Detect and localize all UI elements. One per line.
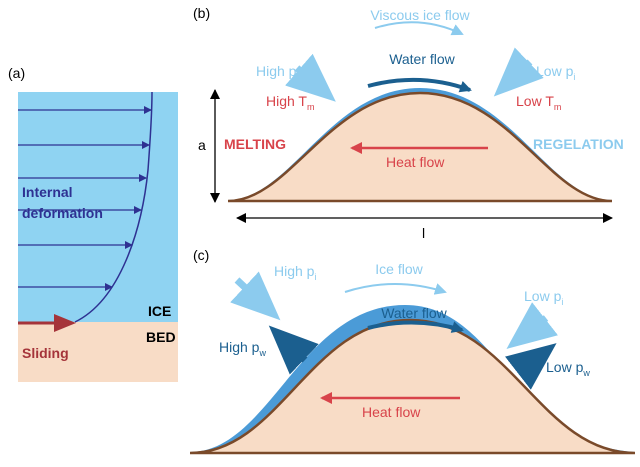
water-pressure-label: Low pw [546, 359, 590, 378]
pressure-label: Low pi [536, 63, 575, 82]
label-text: High T [266, 93, 307, 109]
label-sub: i [314, 272, 316, 282]
deformation-label: Internal [22, 184, 73, 200]
heat-flow-label: Heat flow [362, 404, 421, 420]
pressure-label: High pi [274, 263, 316, 282]
panel-label: (a) [8, 65, 25, 81]
ice-label: ICE [148, 303, 171, 319]
label-text: High p [219, 339, 260, 355]
panel-a: (a) Internal deformation ICE BED Sliding [8, 65, 178, 382]
water-pressure-label: High pw [219, 339, 266, 358]
ice-flow-arrow [345, 284, 445, 292]
label-sub: i [296, 72, 298, 82]
water-pressure-arrow [284, 340, 305, 360]
water-pressure-arrow [522, 356, 540, 370]
label-text: Low p [536, 63, 574, 79]
water-flow-label: Water flow [389, 51, 455, 67]
heat-flow-label: Heat flow [386, 154, 445, 170]
pressure-arrow [509, 62, 530, 82]
label-text: High p [274, 263, 315, 279]
pressure-arrow [237, 280, 265, 306]
length-label: l [422, 225, 425, 241]
temperature-label: Low Tm [516, 93, 561, 112]
label-text: High p [256, 63, 297, 79]
pressure-label: High pi [256, 63, 298, 82]
regelation-label: REGELATION [533, 136, 624, 152]
sliding-label: Sliding [22, 345, 69, 361]
figure: (a) Internal deformation ICE BED Sliding… [0, 0, 640, 462]
label-sub: i [573, 72, 575, 82]
melting-label: MELTING [224, 136, 286, 152]
pressure-label: Low pi [524, 288, 563, 307]
temperature-label: High Tm [266, 93, 314, 112]
ice-flow-arrow [375, 22, 462, 34]
label-sub: m [307, 102, 315, 112]
water-flow-label: Water flow [381, 305, 447, 321]
label-text: Low T [516, 93, 554, 109]
label-text: Low p [524, 288, 562, 304]
panel-label: (b) [193, 5, 210, 21]
deformation-label: deformation [22, 205, 103, 221]
panel-b: (b) a l Viscous ice flow Water flow High… [193, 5, 624, 241]
label-text: Low p [546, 359, 584, 375]
pressure-arrow [523, 318, 546, 336]
label-sub: m [554, 102, 562, 112]
ice-flow-label: Viscous ice flow [370, 7, 470, 23]
ice-flow-label: Ice flow [375, 261, 423, 277]
height-label: a [198, 137, 206, 153]
label-sub: i [561, 297, 563, 307]
bed-label: BED [146, 329, 176, 345]
panel-label: (c) [193, 247, 209, 263]
panel-c: (c) Ice flow Water flow High pi Low pi H… [190, 247, 635, 453]
pressure-arrow [297, 68, 320, 88]
label-sub: w [582, 368, 590, 378]
label-sub: w [258, 348, 266, 358]
